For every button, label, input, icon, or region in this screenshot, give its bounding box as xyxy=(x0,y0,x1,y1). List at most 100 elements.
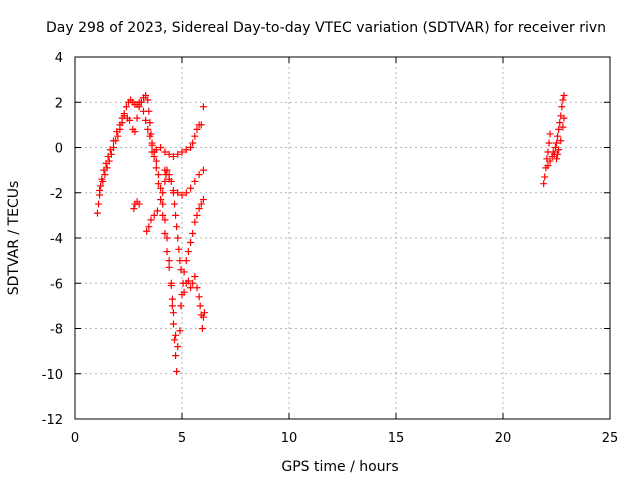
data-point-series-1 xyxy=(152,157,160,165)
x-tick-label: 0 xyxy=(71,431,79,446)
data-point-series-5 xyxy=(169,186,177,194)
data-point-series-2 xyxy=(169,309,177,317)
data-point-series-3 xyxy=(176,257,184,265)
data-point-series-3 xyxy=(159,189,167,197)
data-point-series-4 xyxy=(169,153,177,161)
data-point-series-7 xyxy=(193,284,201,292)
data-point-series-1 xyxy=(122,103,130,111)
data-point-series-2 xyxy=(135,103,143,111)
chart-title: Day 298 of 2023, Sidereal Day-to-day VTE… xyxy=(46,20,606,36)
data-point-series-8 xyxy=(544,162,552,170)
data-point-series-8 xyxy=(546,130,554,138)
data-point-series-1 xyxy=(165,257,173,265)
data-point-series-6 xyxy=(187,239,195,247)
data-point-series-4 xyxy=(191,132,199,140)
data-point-series-7 xyxy=(198,325,206,332)
data-point-series-7 xyxy=(180,288,188,296)
data-point-series-8 xyxy=(559,123,567,131)
data-point-series-3 xyxy=(150,211,158,219)
data-point-series-3 xyxy=(174,234,182,242)
data-point-series-5 xyxy=(187,184,195,192)
data-point-series-1 xyxy=(169,320,177,328)
data-point-series-2 xyxy=(102,159,110,167)
data-point-series-2 xyxy=(96,186,104,194)
axis-ticks: 0 5 10 15 20 25 -12 -10 -8 -6 -4 -2 0 2 4 xyxy=(42,51,619,446)
data-point-series-3 xyxy=(172,211,180,219)
data-point-series-5 xyxy=(182,189,190,197)
data-point-series-4 xyxy=(189,139,197,147)
data-point-series-4 xyxy=(187,144,195,151)
data-point-series-2 xyxy=(165,263,173,271)
data-point-series-4 xyxy=(165,150,173,158)
data-point-series-6 xyxy=(195,205,203,213)
y-tick-label: -8 xyxy=(50,323,63,338)
y-axis-label: SDTVAR / TECUs xyxy=(6,181,22,296)
data-point-series-2 xyxy=(110,137,118,145)
y-tick-label: 4 xyxy=(55,51,63,66)
data-point-series-4 xyxy=(197,121,205,129)
data-point-series-4 xyxy=(157,144,165,151)
data-point-series-2 xyxy=(148,141,156,149)
data-point-series-2 xyxy=(100,166,108,174)
data-point-series-2 xyxy=(168,295,176,303)
data-point-series-2 xyxy=(146,132,154,140)
data-point-series-7 xyxy=(191,272,199,280)
data-point-series-5 xyxy=(174,189,182,197)
data-point-series-3 xyxy=(143,227,151,235)
data-point-series-7 xyxy=(189,279,197,287)
data-point-series-4 xyxy=(199,103,207,111)
y-tick-label: -12 xyxy=(42,413,63,428)
data-point-series-2 xyxy=(176,327,184,335)
data-point-series-1 xyxy=(93,209,101,217)
data-point-series-8 xyxy=(541,173,549,181)
data-point-series-4 xyxy=(193,125,201,133)
data-point-series-3 xyxy=(157,196,165,204)
data-point-series-8 xyxy=(553,139,560,147)
data-point-series-7 xyxy=(195,293,203,301)
data-point-series-6 xyxy=(184,248,192,256)
data-point-series-2 xyxy=(137,98,145,106)
data-point-series-8 xyxy=(546,157,554,165)
x-tick-label: 5 xyxy=(178,431,186,446)
data-point-series-1 xyxy=(172,352,180,360)
data-point-series-5 xyxy=(165,175,173,183)
data-point-series-6 xyxy=(180,268,188,276)
data-point-series-6 xyxy=(199,196,207,204)
y-tick-label: -10 xyxy=(42,368,63,383)
data-point-series-3 xyxy=(175,245,183,253)
data-point-series-2 xyxy=(172,331,180,339)
data-point-series-5 xyxy=(195,171,203,179)
data-point-series-8 xyxy=(555,146,563,154)
data-point-series-6 xyxy=(182,257,190,265)
data-point-series-8 xyxy=(560,114,568,122)
data-point-series-1 xyxy=(173,367,181,375)
data-point-series-8 xyxy=(559,96,567,104)
data-point-series-1 xyxy=(142,91,150,99)
data-point-series-2 xyxy=(126,116,134,124)
data-point-series-3 xyxy=(147,216,155,224)
data-point-series-4 xyxy=(182,146,190,154)
data-point-series-5 xyxy=(161,166,169,174)
data-point-series-1 xyxy=(144,96,152,104)
data-point-series-1 xyxy=(101,171,109,179)
data-point-series-7 xyxy=(196,302,204,310)
data-point-series-3 xyxy=(145,223,153,231)
x-tick-label: 10 xyxy=(281,431,298,446)
data-point-series-2 xyxy=(159,211,167,219)
y-tick-label: -2 xyxy=(50,187,63,202)
data-point-series-1 xyxy=(159,200,167,208)
data-point-series-8 xyxy=(553,155,560,163)
data-point-series-2 xyxy=(133,114,141,122)
data-point-series-2 xyxy=(142,116,150,124)
data-point-series-5 xyxy=(199,166,207,174)
data-point-series-8 xyxy=(554,132,562,140)
data-point-series-4 xyxy=(161,148,169,156)
data-point-series-3 xyxy=(171,200,179,208)
data-point-series-3 xyxy=(153,207,161,215)
data-point-series-2 xyxy=(154,180,162,188)
y-tick-label: 0 xyxy=(55,142,63,157)
data-point-series-3 xyxy=(161,177,169,185)
data-point-series-6 xyxy=(177,302,185,310)
data-point-series-2 xyxy=(131,128,139,136)
data-point-series-2 xyxy=(150,153,158,161)
